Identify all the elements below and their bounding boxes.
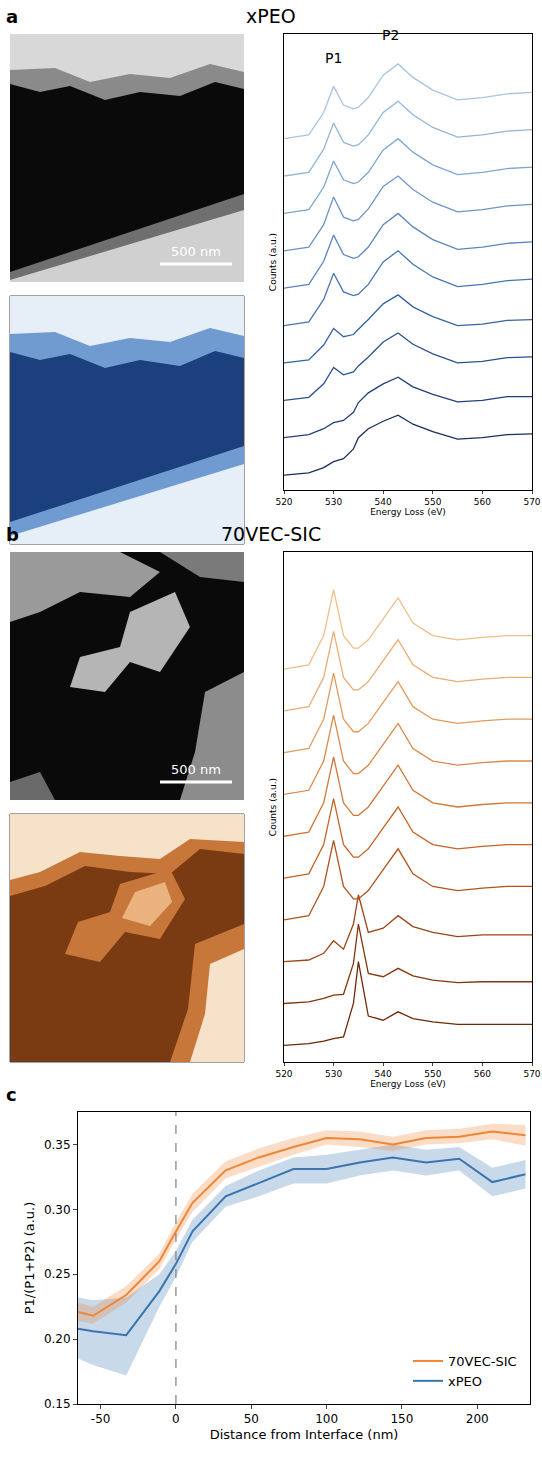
svg-text:570: 570 bbox=[523, 497, 540, 507]
svg-text:Counts (a.u.): Counts (a.u.) bbox=[268, 233, 278, 291]
svg-text:c: c bbox=[6, 1084, 17, 1105]
svg-text:P2: P2 bbox=[382, 27, 399, 43]
svg-text:P1/(P1+P2) (a.u.): P1/(P1+P2) (a.u.) bbox=[22, 1202, 37, 1315]
svg-text:xPEO: xPEO bbox=[448, 1374, 482, 1389]
svg-text:540: 540 bbox=[375, 1069, 392, 1079]
svg-text:550: 550 bbox=[424, 1069, 441, 1079]
svg-text:540: 540 bbox=[375, 497, 392, 507]
svg-text:Energy Loss (eV): Energy Loss (eV) bbox=[370, 1079, 446, 1089]
svg-text:530: 530 bbox=[325, 497, 342, 507]
svg-text:0.20: 0.20 bbox=[44, 1332, 71, 1346]
svg-text:a: a bbox=[6, 6, 18, 27]
svg-text:150: 150 bbox=[390, 1412, 413, 1426]
svg-text:550: 550 bbox=[424, 497, 441, 507]
svg-text:Counts (a.u.): Counts (a.u.) bbox=[268, 778, 278, 836]
svg-text:xPEO: xPEO bbox=[246, 5, 296, 27]
svg-text:Distance from Interface (nm): Distance from Interface (nm) bbox=[210, 1427, 399, 1442]
svg-text:P1: P1 bbox=[325, 50, 342, 66]
svg-text:500 nm: 500 nm bbox=[171, 244, 221, 259]
svg-text:560: 560 bbox=[474, 1069, 491, 1079]
svg-text:570: 570 bbox=[523, 1069, 540, 1079]
svg-text:Energy Loss (eV): Energy Loss (eV) bbox=[370, 507, 446, 517]
svg-text:b: b bbox=[6, 524, 19, 545]
svg-text:0.25: 0.25 bbox=[44, 1267, 71, 1281]
svg-text:200: 200 bbox=[466, 1412, 489, 1426]
svg-text:520: 520 bbox=[275, 1069, 292, 1079]
svg-text:70VEC-SIC: 70VEC-SIC bbox=[221, 523, 321, 545]
svg-text:530: 530 bbox=[325, 1069, 342, 1079]
svg-text:0: 0 bbox=[172, 1412, 180, 1426]
svg-text:70VEC-SIC: 70VEC-SIC bbox=[448, 1354, 517, 1369]
svg-text:520: 520 bbox=[275, 497, 292, 507]
svg-text:0.30: 0.30 bbox=[44, 1203, 71, 1217]
svg-text:50: 50 bbox=[244, 1412, 259, 1426]
svg-text:0.15: 0.15 bbox=[44, 1397, 71, 1411]
svg-text:560: 560 bbox=[474, 497, 491, 507]
svg-text:0.35: 0.35 bbox=[44, 1138, 71, 1152]
svg-text:100: 100 bbox=[315, 1412, 338, 1426]
svg-text:500 nm: 500 nm bbox=[171, 762, 221, 777]
svg-text:-50: -50 bbox=[91, 1412, 111, 1426]
